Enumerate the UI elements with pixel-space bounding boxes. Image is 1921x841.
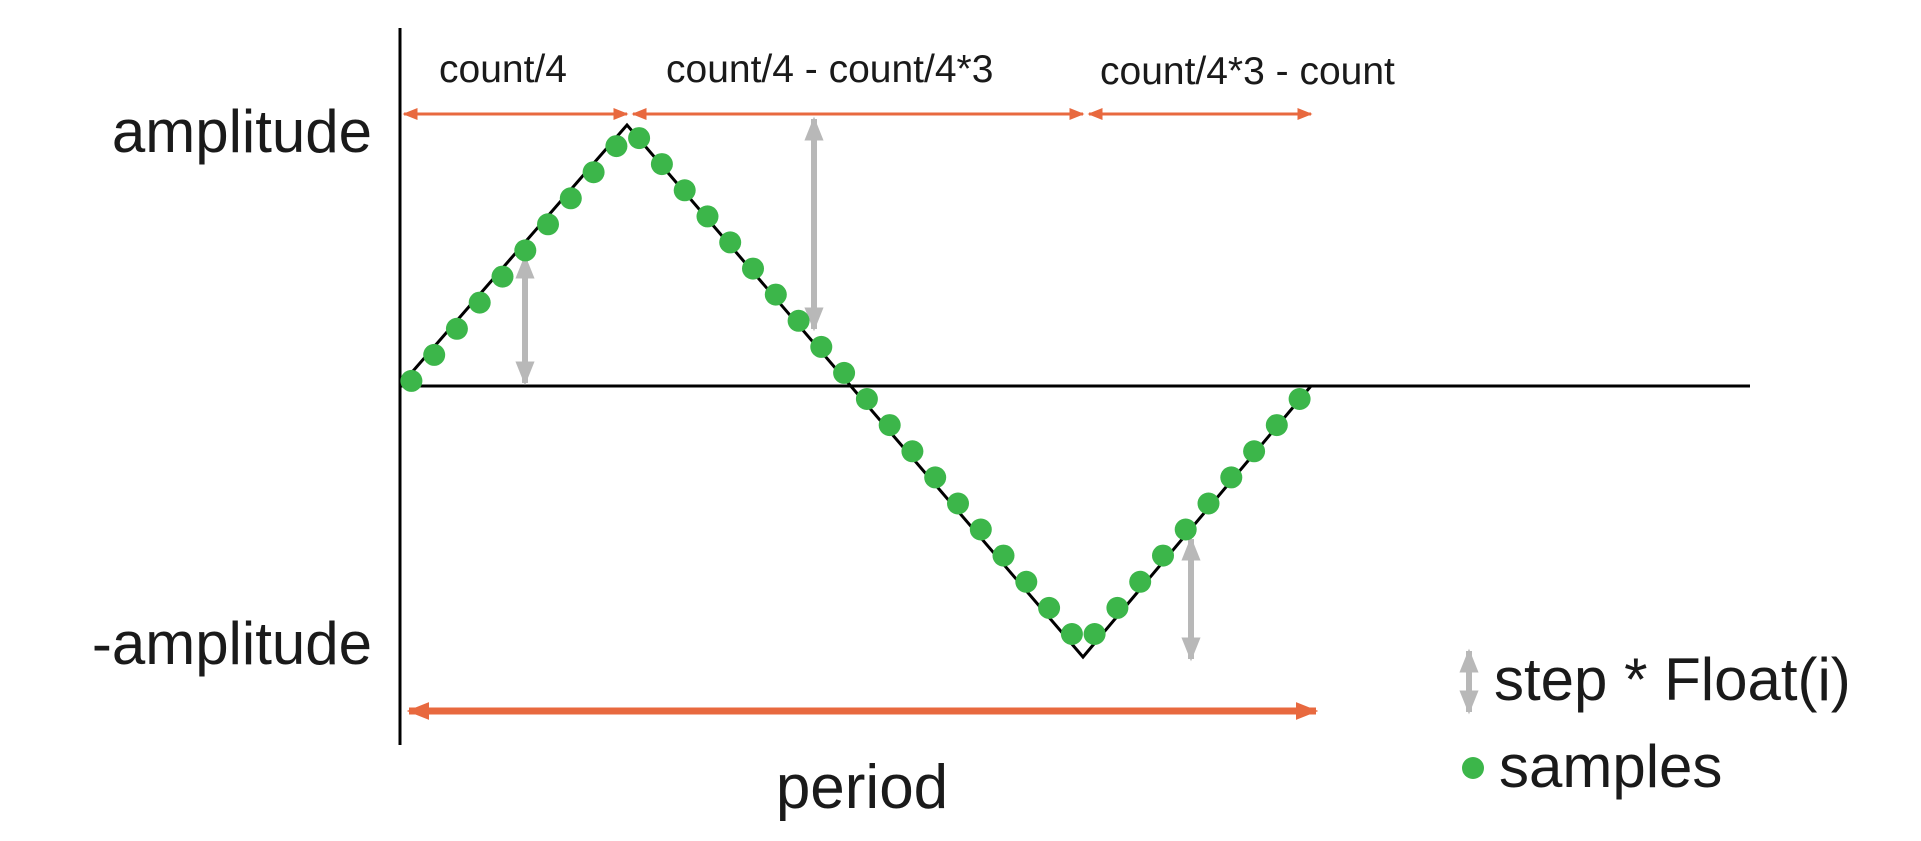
sample-point: [1038, 596, 1061, 619]
period-label: period: [776, 753, 948, 822]
sample-point: [1174, 518, 1197, 541]
sample-point: [491, 265, 514, 288]
sample-point: [468, 291, 491, 314]
sample-point: [947, 492, 969, 515]
sample-point: [992, 544, 1015, 567]
sample-point: [1106, 596, 1129, 619]
sample-point: [764, 283, 787, 306]
sample-point: [878, 414, 901, 437]
sample-point: [742, 257, 764, 280]
sample-point: [810, 335, 833, 358]
sample-point: [924, 466, 947, 489]
segment-label-last-quarter: count/4*3 - count: [1100, 50, 1395, 93]
sample-point: [650, 153, 673, 176]
sample-point: [605, 135, 628, 158]
sample-point: [787, 309, 810, 332]
sample-points: [400, 127, 1311, 645]
sample-point: [582, 161, 605, 184]
sample-point: [673, 179, 696, 202]
amplitude-label: amplitude: [112, 98, 372, 165]
sample-point: [1243, 440, 1266, 463]
segment-label-middle-half: count/4 - count/4*3: [666, 48, 993, 91]
sample-point: [445, 317, 468, 340]
legend-step-label: step * Float(i): [1494, 646, 1851, 713]
negative-amplitude-label: -amplitude: [92, 610, 372, 677]
sample-point: [969, 518, 992, 541]
sample-point: [423, 343, 446, 366]
sample-point: [514, 239, 537, 262]
sample-point: [559, 187, 582, 210]
sample-point: [855, 388, 878, 410]
sample-point: [901, 440, 924, 463]
sample-point: [537, 213, 559, 236]
sample-point: [833, 361, 856, 384]
sample-point: [400, 369, 423, 392]
sample-point: [1265, 414, 1288, 437]
sample-point: [1060, 623, 1083, 645]
sample-point: [1197, 492, 1220, 515]
sample-point: [1152, 544, 1174, 567]
sample-point: [1083, 623, 1106, 645]
sample-point: [1015, 570, 1038, 593]
triangle-waveform: [398, 122, 1313, 660]
sample-point: [719, 231, 742, 254]
sample-point: [1288, 388, 1311, 410]
sample-point: [1220, 466, 1243, 489]
sample-point: [696, 205, 719, 228]
sample-point: [628, 127, 651, 150]
segment-label-first-quarter: count/4: [439, 48, 567, 91]
legend-samples-label: samples: [1499, 733, 1722, 800]
sample-point: [1129, 570, 1152, 593]
legend-sample-icon: [1462, 757, 1484, 779]
